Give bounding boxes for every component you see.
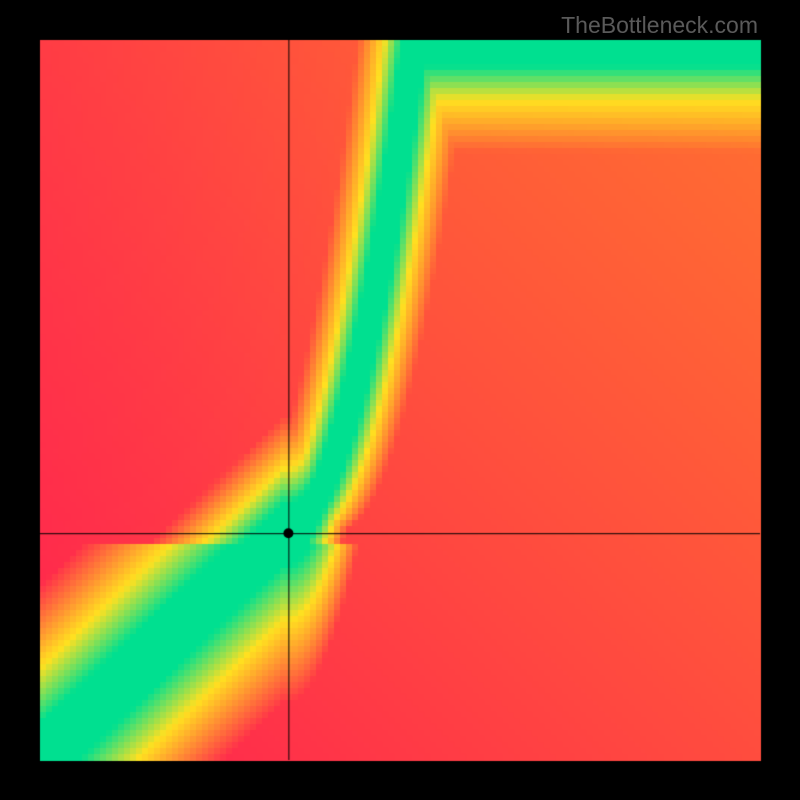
chart-container: TheBottleneck.com — [0, 0, 800, 800]
bottleneck-heatmap — [0, 0, 800, 800]
watermark-text: TheBottleneck.com — [561, 12, 758, 39]
